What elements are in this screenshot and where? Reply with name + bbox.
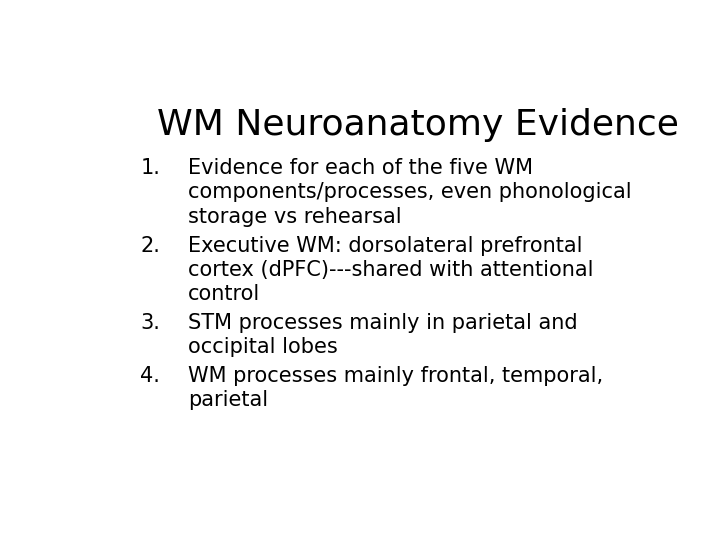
Text: WM Neuroanatomy Evidence: WM Neuroanatomy Evidence: [157, 109, 679, 143]
Text: occipital lobes: occipital lobes: [188, 337, 338, 357]
Text: Executive WM: dorsolateral prefrontal: Executive WM: dorsolateral prefrontal: [188, 235, 582, 256]
Text: Evidence for each of the five WM: Evidence for each of the five WM: [188, 158, 533, 178]
Text: storage vs rehearsal: storage vs rehearsal: [188, 207, 401, 227]
Text: 1.: 1.: [140, 158, 160, 178]
Text: 3.: 3.: [140, 313, 160, 333]
Text: cortex (dPFC)---shared with attentional: cortex (dPFC)---shared with attentional: [188, 260, 593, 280]
Text: STM processes mainly in parietal and: STM processes mainly in parietal and: [188, 313, 577, 333]
Text: components/processes, even phonological: components/processes, even phonological: [188, 183, 631, 202]
Text: parietal: parietal: [188, 390, 268, 410]
Text: control: control: [188, 284, 260, 304]
Text: WM processes mainly frontal, temporal,: WM processes mainly frontal, temporal,: [188, 366, 603, 386]
Text: 2.: 2.: [140, 235, 160, 256]
Text: 4.: 4.: [140, 366, 160, 386]
